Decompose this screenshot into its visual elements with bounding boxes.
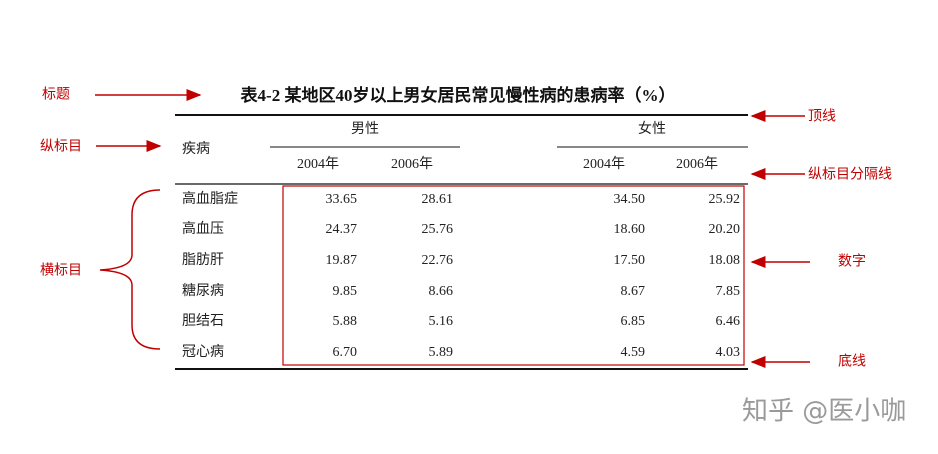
group-header: 女性 (638, 120, 666, 137)
cell-value: 8.67 (621, 284, 646, 299)
cell-value: 19.87 (326, 253, 358, 268)
group-header: 男性 (351, 121, 379, 137)
cell-value: 6.70 (333, 345, 358, 360)
cell-value: 22.76 (422, 253, 454, 268)
cell-value: 33.65 (326, 192, 358, 207)
brace (99, 189, 161, 350)
annotation: 数字 (838, 253, 866, 269)
highlight-box (282, 185, 745, 366)
column-header: 2006年 (676, 156, 718, 172)
annotation: 纵标目分隔线 (808, 166, 892, 182)
row-label: 脂肪肝 (182, 252, 224, 268)
table-title: 表4-2 某地区40岁以上男女居民常见慢性病的患病率（%） (241, 85, 676, 105)
annotation: 顶线 (808, 108, 836, 124)
cell-value: 7.85 (716, 284, 741, 299)
cell-value: 6.46 (716, 314, 741, 329)
annotation: 横标目 (40, 262, 82, 278)
cell-value: 17.50 (614, 253, 646, 268)
cell-value: 24.37 (326, 222, 358, 237)
cell-value: 5.88 (333, 314, 358, 329)
column-header: 2004年 (583, 156, 625, 172)
cell-value: 34.50 (614, 192, 646, 207)
annotation: 纵标目 (40, 138, 82, 154)
column-header: 2006年 (391, 156, 433, 172)
row-label: 高血压 (182, 220, 224, 237)
stub-header: 疾病 (182, 141, 210, 157)
cell-value: 4.03 (716, 345, 741, 360)
row-label: 高血脂症 (182, 190, 238, 207)
row-label: 胆结石 (182, 313, 224, 329)
cell-value: 20.20 (709, 222, 741, 237)
row-label: 冠心病 (182, 344, 224, 360)
cell-value: 4.59 (621, 345, 646, 360)
cell-value: 18.60 (614, 222, 646, 237)
cell-value: 5.89 (429, 345, 454, 360)
cell-value: 9.85 (333, 284, 358, 299)
watermark: 知乎 @医小咖 (742, 397, 906, 427)
row-label: 糖尿病 (182, 283, 224, 299)
annotation: 标题 (42, 86, 70, 102)
column-header: 2004年 (297, 156, 339, 172)
cell-value: 28.61 (422, 192, 454, 207)
cell-value: 25.92 (709, 192, 741, 207)
cell-value: 6.85 (621, 314, 646, 329)
cell-value: 5.16 (429, 314, 454, 329)
cell-value: 8.66 (429, 284, 454, 299)
annotation: 底线 (838, 353, 866, 369)
cell-value: 25.76 (422, 222, 454, 237)
cell-value: 18.08 (709, 253, 741, 268)
